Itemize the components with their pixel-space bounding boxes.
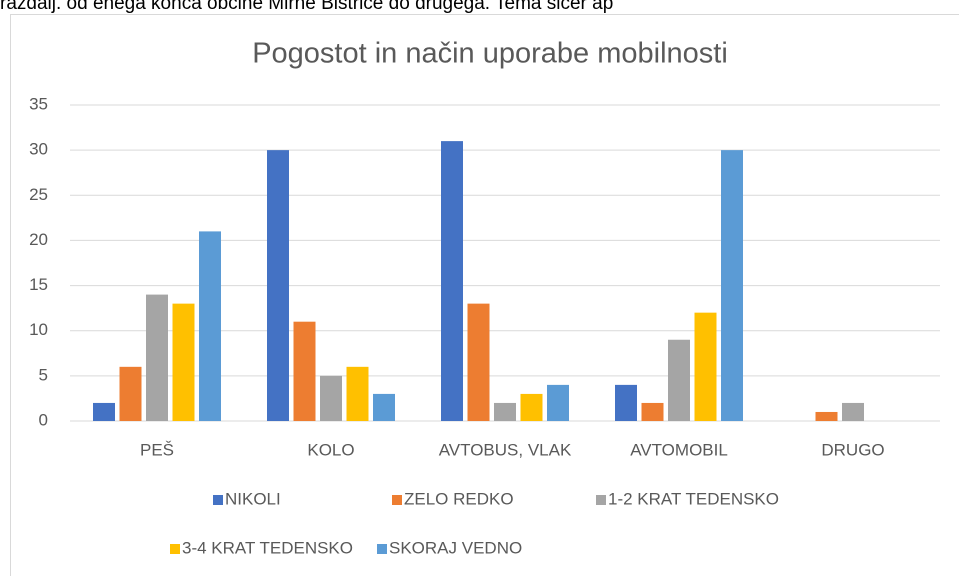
bar <box>668 339 690 421</box>
bar <box>146 294 168 421</box>
legend-label: SKORAJ VEDNO <box>389 538 522 557</box>
chart-title: Pogostot in način uporabe mobilnosti <box>252 38 728 70</box>
y-tick-label: 15 <box>29 275 48 294</box>
bar <box>93 402 115 421</box>
y-tick-label: 20 <box>29 230 48 249</box>
legend-label: NIKOLI <box>225 489 281 508</box>
bar <box>199 231 221 421</box>
bar <box>441 141 463 421</box>
x-tick-label: DRUGO <box>821 440 884 459</box>
legend-swatch <box>377 544 387 554</box>
bar <box>373 393 395 421</box>
x-tick-label: AVTOMOBIL <box>630 440 728 459</box>
y-tick-label: 5 <box>39 365 48 384</box>
legend-swatch <box>170 544 180 554</box>
bar <box>320 375 342 421</box>
x-tick-label: PEŠ <box>140 440 174 459</box>
legend-swatch <box>213 495 223 505</box>
chart-frame <box>10 14 959 576</box>
y-tick-label: 0 <box>39 410 48 429</box>
legend-label: ZELO REDKO <box>404 489 514 508</box>
bar <box>172 303 195 421</box>
bar <box>721 150 743 421</box>
bar <box>694 312 717 421</box>
caption: razdalj. od enega konca občine Mirne Bis… <box>0 0 613 14</box>
y-tick-label: 35 <box>29 94 48 113</box>
legend-swatch <box>596 495 606 505</box>
bar <box>494 402 516 421</box>
bar <box>119 366 142 421</box>
y-tick-label: 25 <box>29 185 48 204</box>
bar <box>815 411 838 421</box>
bar <box>267 150 289 421</box>
legend-label: 3-4 KRAT TEDENSKO <box>182 538 353 557</box>
bar <box>346 366 369 421</box>
y-tick-label: 30 <box>29 140 48 159</box>
bar <box>467 303 490 421</box>
x-tick-label: KOLO <box>307 440 354 459</box>
bar <box>615 384 637 421</box>
legend-label: 1-2 KRAT TEDENSKO <box>608 489 779 508</box>
legend-swatch <box>392 495 402 505</box>
x-tick-label: AVTOBUS, VLAK <box>439 440 572 459</box>
bar <box>547 384 569 421</box>
bar <box>293 321 316 421</box>
bar <box>842 402 864 421</box>
bar <box>641 402 664 421</box>
bar <box>520 393 543 421</box>
y-tick-label: 10 <box>29 320 48 339</box>
